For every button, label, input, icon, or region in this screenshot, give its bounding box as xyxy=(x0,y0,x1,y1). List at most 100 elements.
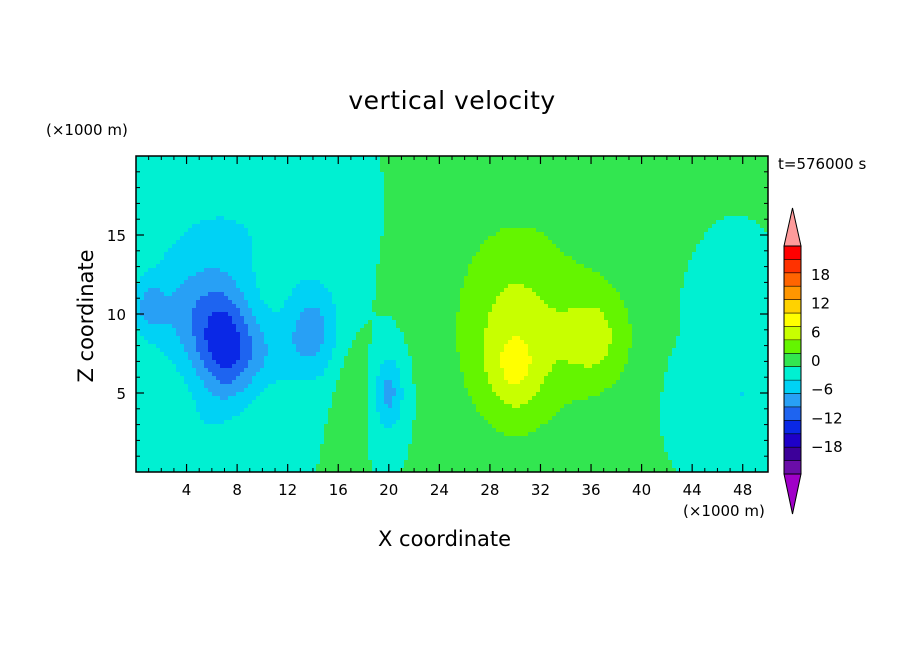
field-cell xyxy=(696,200,701,205)
field-cell xyxy=(344,168,349,173)
field-cell xyxy=(624,172,629,177)
field-cell xyxy=(596,244,601,249)
field-cell xyxy=(428,268,433,273)
field-cell xyxy=(360,280,365,285)
field-cell xyxy=(612,236,617,241)
field-cell xyxy=(428,240,433,245)
field-cell xyxy=(472,228,477,233)
field-cell xyxy=(388,232,393,237)
field-cell xyxy=(516,256,521,261)
field-cell xyxy=(548,228,553,233)
field-cell xyxy=(324,272,329,277)
field-cell xyxy=(208,236,213,241)
field-cell xyxy=(248,176,253,181)
field-cell xyxy=(492,240,497,245)
field-cell xyxy=(216,276,221,281)
field-cell xyxy=(312,208,317,213)
field-cell xyxy=(220,200,225,205)
field-cell xyxy=(380,204,385,209)
field-cell xyxy=(344,172,349,177)
field-cell xyxy=(472,244,477,249)
field-cell xyxy=(344,280,349,285)
field-cell xyxy=(360,208,365,213)
field-cell xyxy=(472,216,477,221)
field-cell xyxy=(376,196,381,201)
field-cell xyxy=(424,212,429,217)
field-cell xyxy=(208,188,213,193)
field-cell xyxy=(236,216,241,221)
field-cell xyxy=(208,240,213,245)
field-cell xyxy=(588,232,593,237)
field-cell xyxy=(704,204,709,209)
field-cell xyxy=(572,180,577,185)
field-cell xyxy=(476,164,481,169)
field-cell xyxy=(572,256,577,261)
field-cell xyxy=(256,184,261,189)
field-cell xyxy=(700,248,705,253)
field-cell xyxy=(364,240,369,245)
field-cell xyxy=(656,264,661,269)
field-cell xyxy=(620,216,625,221)
field-cell xyxy=(232,172,237,177)
field-cell xyxy=(492,204,497,209)
field-cell xyxy=(668,208,673,213)
field-cell xyxy=(444,272,449,277)
field-cell xyxy=(340,228,345,233)
field-cell xyxy=(296,164,301,169)
field-cell xyxy=(476,184,481,189)
field-cell xyxy=(588,208,593,213)
field-cell xyxy=(332,200,337,205)
field-cell xyxy=(516,212,521,217)
field-cell xyxy=(388,216,393,221)
field-cell xyxy=(456,180,461,185)
field-cell xyxy=(460,180,465,185)
field-cell xyxy=(644,216,649,221)
field-cell xyxy=(720,276,725,281)
field-cell xyxy=(324,252,329,257)
field-cell xyxy=(720,188,725,193)
field-cell xyxy=(556,216,561,221)
field-cell xyxy=(292,216,297,221)
field-cell xyxy=(532,232,537,237)
field-cell xyxy=(620,160,625,165)
field-cell xyxy=(192,212,197,217)
field-cell xyxy=(712,180,717,185)
field-cell xyxy=(656,248,661,253)
field-cell xyxy=(380,200,385,205)
field-cell xyxy=(336,268,341,273)
field-cell xyxy=(480,188,485,193)
field-cell xyxy=(336,232,341,237)
field-cell xyxy=(468,196,473,201)
field-cell xyxy=(492,212,497,217)
field-cell xyxy=(200,192,205,197)
field-cell xyxy=(172,188,177,193)
field-cell xyxy=(608,240,613,245)
field-cell xyxy=(588,224,593,229)
field-cell xyxy=(648,164,653,169)
field-cell xyxy=(316,188,321,193)
field-cell xyxy=(716,256,721,261)
field-cell xyxy=(716,228,721,233)
field-cell xyxy=(696,232,701,237)
field-cell xyxy=(584,276,589,281)
field-cell xyxy=(160,244,165,249)
field-cell xyxy=(404,216,409,221)
field-cell xyxy=(320,252,325,257)
field-cell xyxy=(476,192,481,197)
field-cell xyxy=(224,212,229,217)
field-cell xyxy=(472,264,477,269)
field-cell xyxy=(588,244,593,249)
field-cell xyxy=(156,268,161,273)
field-cell xyxy=(252,172,257,177)
field-cell xyxy=(448,276,453,281)
field-cell xyxy=(172,168,177,173)
field-cell xyxy=(440,176,445,181)
field-cell xyxy=(208,228,213,233)
field-cell xyxy=(432,208,437,213)
field-cell xyxy=(264,192,269,197)
field-cell xyxy=(212,196,217,201)
field-cell xyxy=(292,156,297,161)
field-cell xyxy=(560,200,565,205)
field-cell xyxy=(636,204,641,209)
field-cell xyxy=(212,172,217,177)
